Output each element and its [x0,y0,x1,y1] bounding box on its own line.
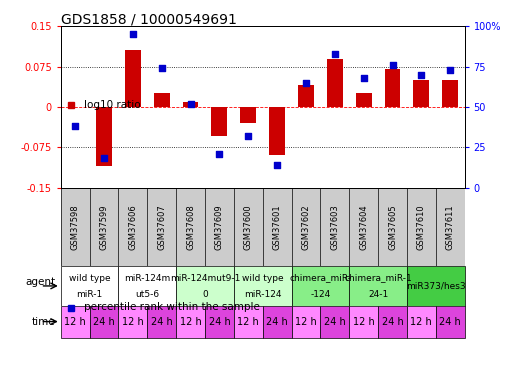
Point [301,80,310,86]
Point [273,162,281,168]
Point [215,151,224,157]
Text: miR-124: miR-124 [244,290,281,299]
Bar [384,69,400,107]
Text: GSM37607: GSM37607 [157,204,166,250]
Bar [298,86,314,107]
Text: 24 h: 24 h [151,316,173,327]
Text: chimera_miR-: chimera_miR- [289,274,351,283]
Text: GSM37602: GSM37602 [301,204,310,250]
Text: 24-1: 24-1 [368,290,388,299]
Text: 12 h: 12 h [295,316,317,327]
Bar [147,306,176,338]
Point [129,32,137,38]
Point [244,133,252,139]
Bar [90,306,118,338]
Bar [407,306,436,338]
Text: 12 h: 12 h [353,316,374,327]
Text: miR373/hes3: miR373/hes3 [406,281,466,290]
Bar [356,93,372,107]
Point [388,62,397,68]
Point [331,51,339,57]
Bar [378,306,407,338]
Text: GSM37601: GSM37601 [272,204,281,250]
Text: 12 h: 12 h [180,316,201,327]
Text: 12 h: 12 h [64,316,86,327]
Text: log10 ratio: log10 ratio [84,100,141,110]
Text: GSM37604: GSM37604 [359,204,368,250]
Point [446,67,455,73]
Text: agent: agent [25,277,55,287]
Bar [118,266,176,306]
Bar [212,107,228,136]
Text: ut5-6: ut5-6 [135,290,159,299]
Text: GDS1858 / 10000549691: GDS1858 / 10000549691 [61,12,237,26]
Text: percentile rank within the sample: percentile rank within the sample [84,303,260,312]
Bar [61,306,90,338]
Text: time: time [32,316,55,327]
Bar [436,306,465,338]
Text: GSM37606: GSM37606 [128,204,137,250]
Bar [413,80,429,107]
Text: 0: 0 [202,290,208,299]
Bar [234,266,291,306]
Bar [183,102,199,107]
Text: 24 h: 24 h [382,316,403,327]
Bar [320,306,349,338]
Point [360,75,368,81]
Text: GSM37603: GSM37603 [331,204,340,250]
Text: miR-124mut9-1: miR-124mut9-1 [170,274,240,283]
Text: miR-124m: miR-124m [124,274,171,283]
Bar [349,306,378,338]
Bar [269,107,285,155]
Text: 12 h: 12 h [238,316,259,327]
Bar [205,306,234,338]
Text: 24 h: 24 h [266,316,288,327]
Text: GSM37609: GSM37609 [215,204,224,250]
Text: miR-1: miR-1 [77,290,103,299]
Text: -124: -124 [310,290,331,299]
Point [417,72,426,78]
Text: 12 h: 12 h [122,316,144,327]
Text: GSM37608: GSM37608 [186,204,195,250]
Text: 24 h: 24 h [209,316,230,327]
Point [157,65,166,71]
Bar [327,58,343,107]
Point [71,123,79,129]
Text: wild type: wild type [69,274,110,283]
Bar [118,306,147,338]
Text: GSM37611: GSM37611 [446,204,455,250]
Text: GSM37605: GSM37605 [388,204,397,250]
Point [186,100,195,106]
Bar [234,306,263,338]
Text: 24 h: 24 h [324,316,346,327]
Point [100,156,108,162]
Bar [61,266,118,306]
Text: 12 h: 12 h [410,316,432,327]
Text: GSM37610: GSM37610 [417,204,426,250]
Text: GSM37598: GSM37598 [71,204,80,250]
Bar [442,80,458,107]
Bar [349,266,407,306]
Bar [176,306,205,338]
Text: 24 h: 24 h [93,316,115,327]
Bar [240,107,256,123]
Bar [407,266,465,306]
Text: GSM37600: GSM37600 [244,204,253,250]
Bar [291,306,320,338]
Text: 24 h: 24 h [439,316,461,327]
Bar [125,51,141,107]
Bar [176,266,234,306]
Text: GSM37599: GSM37599 [99,204,108,250]
Text: wild type: wild type [242,274,284,283]
Bar [291,266,349,306]
Text: chimera_miR-1: chimera_miR-1 [344,274,412,283]
Bar [262,306,291,338]
Bar [96,107,112,166]
Bar [154,93,169,107]
